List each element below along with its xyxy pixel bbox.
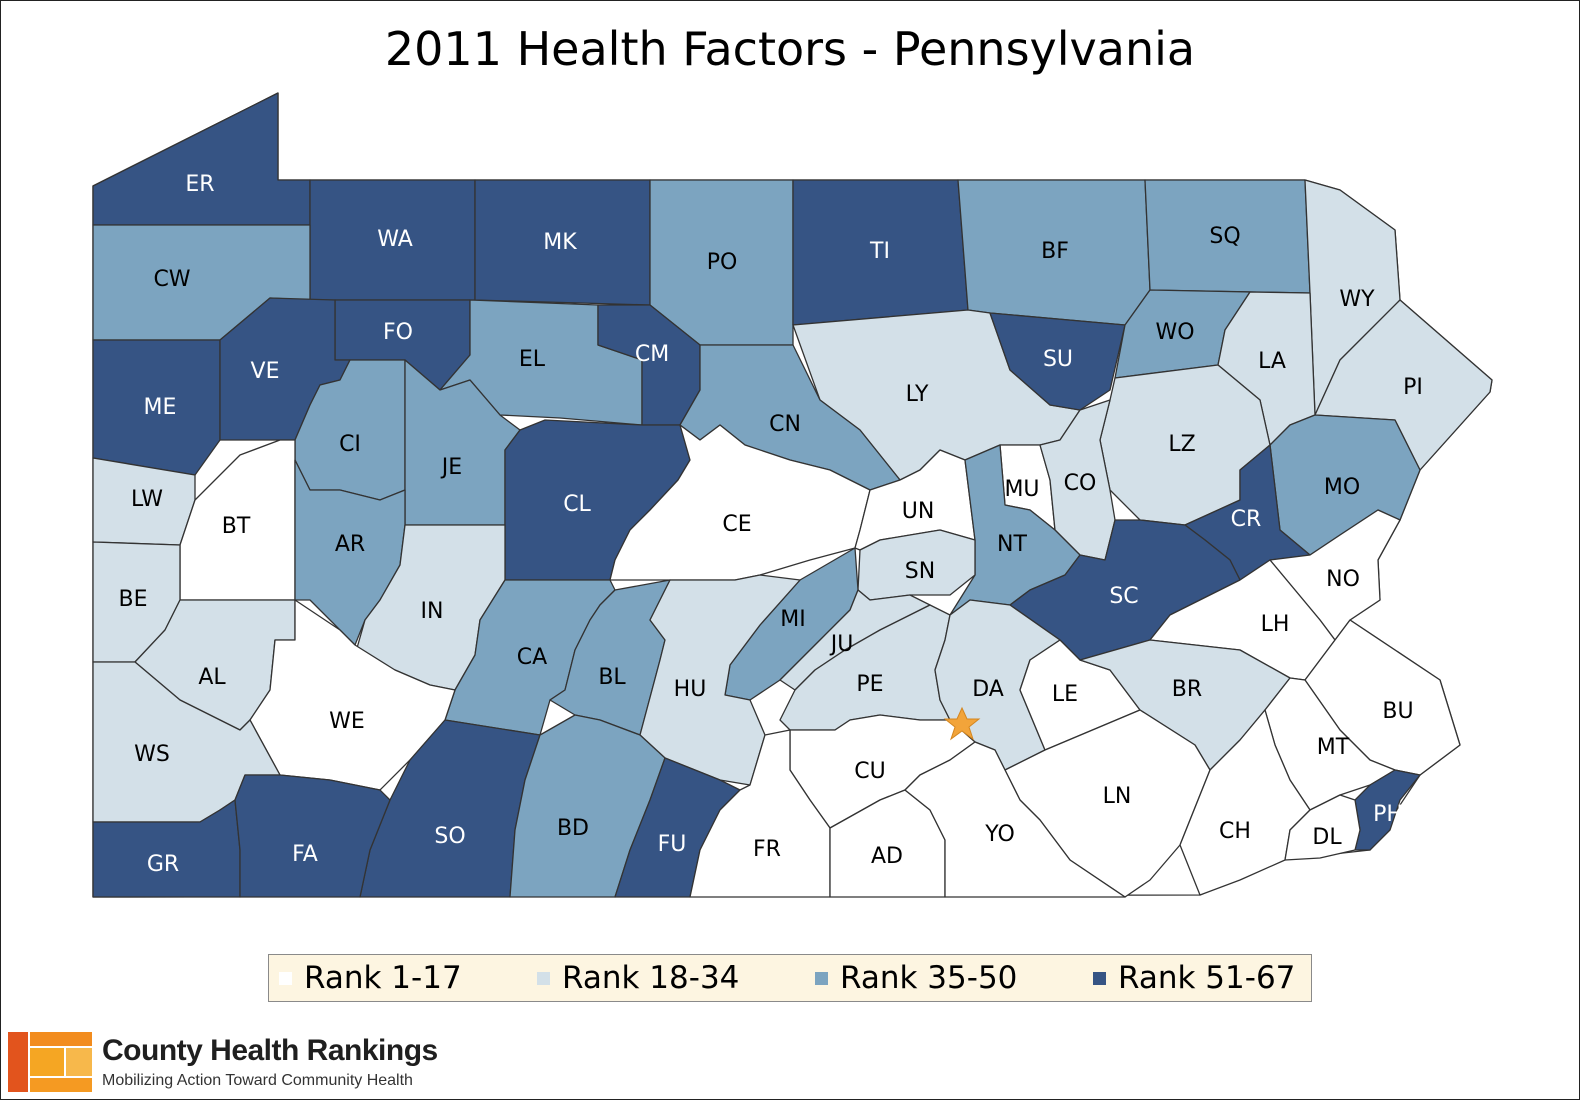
county-fr bbox=[689, 729, 831, 898]
county-label-cl: CL bbox=[563, 492, 591, 517]
county-label-cn: CN bbox=[769, 412, 801, 437]
county-label-ca: CA bbox=[517, 645, 547, 670]
county-label-cw: CW bbox=[153, 267, 190, 292]
county-fa bbox=[234, 774, 391, 898]
county-label-be: BE bbox=[119, 587, 148, 612]
county-label-wo: WO bbox=[1155, 320, 1194, 345]
county-label-la: LA bbox=[1258, 349, 1286, 374]
county-label-in: IN bbox=[421, 599, 444, 624]
county-label-ci: CI bbox=[339, 432, 361, 457]
county-label-ch: CH bbox=[1219, 819, 1251, 844]
county-label-ce: CE bbox=[722, 512, 751, 537]
county-label-ln: LN bbox=[1103, 784, 1132, 809]
county-label-bf: BF bbox=[1041, 239, 1069, 264]
county-label-cr: CR bbox=[1231, 507, 1262, 532]
county-label-pe: PE bbox=[856, 672, 883, 697]
legend-item-rank-18-34: Rank 18-34 bbox=[537, 955, 739, 1001]
county-label-mi: MI bbox=[780, 607, 805, 632]
county-label-ph: PH bbox=[1373, 802, 1403, 827]
county-label-ve: VE bbox=[251, 359, 280, 384]
county-label-yo: YO bbox=[984, 822, 1015, 847]
brand-tagline: Mobilizing Action Toward Community Healt… bbox=[102, 1072, 413, 1089]
county-label-mu: MU bbox=[1004, 477, 1039, 502]
legend-swatch bbox=[815, 971, 828, 985]
county-label-un: UN bbox=[902, 499, 935, 524]
legend: Rank 1-17 Rank 18-34 Rank 35-50 Rank 51-… bbox=[268, 954, 1312, 1002]
county-label-no: NO bbox=[1326, 567, 1360, 592]
county-label-ti: TI bbox=[869, 239, 890, 264]
county-label-fo: FO bbox=[383, 320, 413, 345]
county-label-br: BR bbox=[1172, 677, 1202, 702]
county-label-pi: PI bbox=[1403, 375, 1423, 400]
county-label-bl: BL bbox=[598, 665, 626, 690]
county-label-sc: SC bbox=[1109, 584, 1138, 609]
county-label-mk: MK bbox=[543, 230, 577, 255]
county-label-sq: SQ bbox=[1209, 224, 1240, 249]
legend-item-rank-1-17: Rank 1-17 bbox=[279, 955, 462, 1001]
map-title: 2011 Health Factors - Pennsylvania bbox=[384, 22, 1196, 76]
county-label-bd: BD bbox=[557, 816, 589, 841]
county-label-nt: NT bbox=[997, 532, 1027, 557]
county-label-wa: WA bbox=[377, 227, 413, 252]
county-label-ad: AD bbox=[871, 844, 903, 869]
county-label-co: CO bbox=[1064, 471, 1097, 496]
legend-label: Rank 35-50 bbox=[840, 960, 1018, 996]
county-label-so: SO bbox=[434, 824, 465, 849]
county-label-mo: MO bbox=[1324, 475, 1360, 500]
county-label-su: SU bbox=[1043, 347, 1073, 372]
legend-swatch bbox=[537, 971, 550, 985]
county-label-le: LE bbox=[1052, 682, 1078, 707]
county-label-er: ER bbox=[185, 172, 214, 197]
county-label-wy: WY bbox=[1339, 287, 1375, 312]
legend-swatch bbox=[279, 971, 292, 985]
county-label-mt: MT bbox=[1317, 735, 1350, 760]
county-label-hu: HU bbox=[674, 677, 707, 702]
legend-item-rank-35-50: Rank 35-50 bbox=[815, 955, 1017, 1001]
county-er bbox=[92, 92, 311, 226]
county-label-fa: FA bbox=[292, 842, 318, 867]
county-label-ju: JU bbox=[829, 632, 854, 657]
county-co bbox=[1039, 399, 1116, 561]
county-label-ws: WS bbox=[134, 742, 170, 767]
county-label-cm: CM bbox=[635, 342, 669, 367]
county-label-al: AL bbox=[198, 665, 226, 690]
county-label-me: ME bbox=[144, 395, 177, 420]
county-label-dl: DL bbox=[1312, 825, 1342, 850]
county-label-el: EL bbox=[519, 347, 546, 372]
county-label-lz: LZ bbox=[1168, 432, 1195, 457]
county-label-bt: BT bbox=[222, 514, 251, 539]
county-label-po: PO bbox=[707, 250, 738, 275]
brand-name: County Health Rankings bbox=[102, 1034, 438, 1067]
county-label-cu: CU bbox=[854, 759, 885, 784]
legend-label: Rank 1-17 bbox=[304, 960, 462, 996]
county-ce bbox=[609, 424, 871, 581]
legend-item-rank-51-67: Rank 51-67 bbox=[1093, 955, 1295, 1001]
county-dl bbox=[1284, 794, 1361, 861]
county-me bbox=[92, 339, 221, 476]
county-label-bu: BU bbox=[1382, 699, 1413, 724]
county-health-rankings-logo bbox=[6, 1030, 94, 1094]
county-label-we: WE bbox=[329, 709, 365, 734]
legend-label: Rank 18-34 bbox=[562, 960, 740, 996]
county-label-je: JE bbox=[440, 455, 462, 480]
county-label-lh: LH bbox=[1261, 612, 1290, 637]
county-label-sn: SN bbox=[905, 559, 935, 584]
county-label-lw: LW bbox=[131, 487, 163, 512]
county-label-fr: FR bbox=[753, 837, 781, 862]
county-label-fu: FU bbox=[658, 832, 687, 857]
county-label-gr: GR bbox=[147, 852, 179, 877]
county-label-ar: AR bbox=[335, 532, 365, 557]
county-label-da: DA bbox=[972, 677, 1004, 702]
legend-label: Rank 51-67 bbox=[1118, 960, 1296, 996]
county-yo bbox=[904, 741, 1126, 898]
legend-swatch bbox=[1093, 971, 1106, 985]
county-label-ly: LY bbox=[906, 382, 929, 407]
star-icon bbox=[943, 706, 981, 741]
